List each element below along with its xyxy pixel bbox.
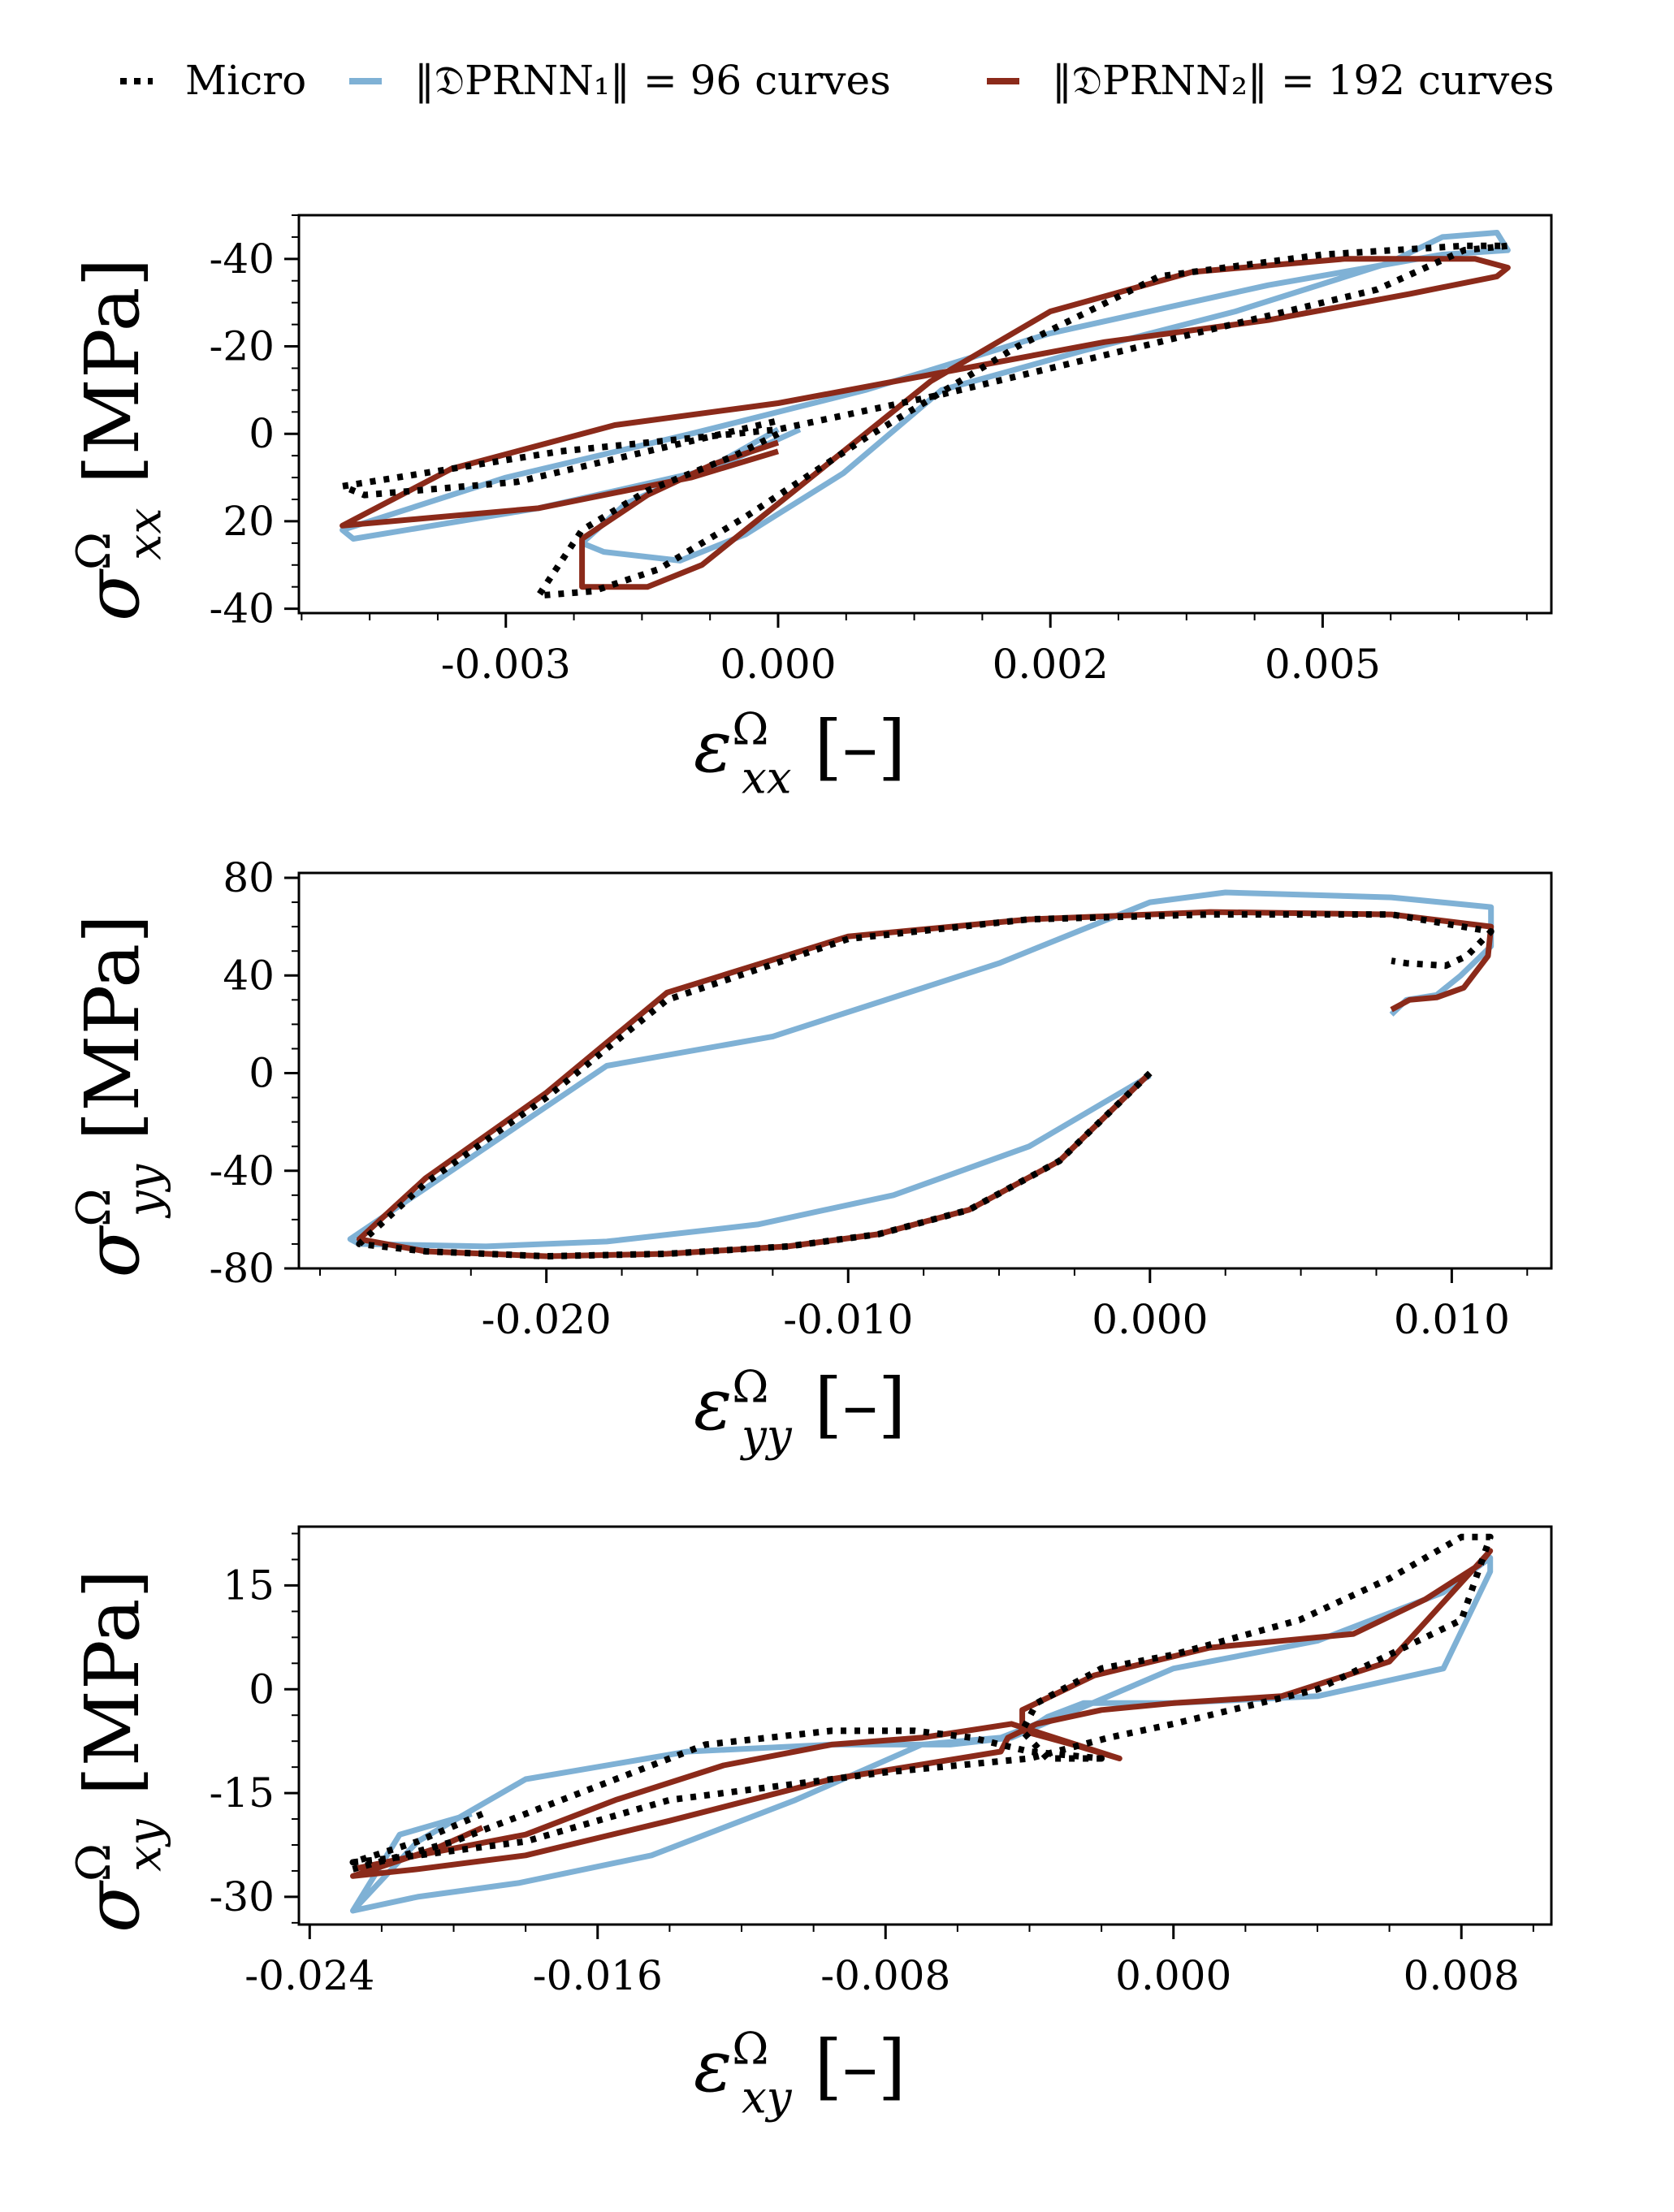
- x-tick-label: 0.000: [720, 641, 836, 688]
- x-axis-label: εΩ yy [–]: [694, 1361, 906, 1462]
- y-axis-label-group: σΩyy [MPa]: [67, 914, 172, 1277]
- y-tick-label: 15: [223, 1562, 275, 1609]
- x-tick-label: -0.003: [441, 641, 571, 688]
- x-tick-label: 0.000: [1115, 1952, 1231, 1999]
- x-tick-label: -0.008: [820, 1952, 950, 1999]
- legend-entry: ‖𝔇PRNN₁‖ = 96 curves: [349, 57, 891, 104]
- panel-xx: -0.003 0.000 0.002 0.005 -40 20 0 -20 -40 εΩ xx [–…: [67, 214, 1553, 804]
- panel-yy: -0.020 -0.010 0.000 0.010 -80 -40 0 40 80 εΩ yy [–…: [67, 854, 1553, 1462]
- y-tick-label: -80: [209, 1245, 275, 1292]
- y-tick-label: 0: [249, 1050, 275, 1097]
- plot-frame: [297, 214, 1553, 615]
- x-tick-label: 0.000: [1092, 1296, 1208, 1343]
- series-line-micro: [356, 911, 1494, 1259]
- legend-label: ‖𝔇PRNN₁‖ = 96 curves: [414, 57, 891, 104]
- plot-frame: [297, 871, 1553, 1270]
- y-tick-label: 80: [223, 854, 275, 901]
- y-tick-label: -20: [209, 323, 275, 370]
- legend-label: ‖𝔇PRNN₂‖ = 192 curves: [1052, 57, 1555, 104]
- series-line-prnn2: [356, 909, 1494, 1259]
- legend-entry: Micro: [120, 57, 306, 104]
- legend-label: Micro: [185, 57, 306, 104]
- x-axis-label: εΩ xy [–]: [694, 2023, 906, 2123]
- x-tick-label: -0.024: [244, 1952, 374, 1999]
- y-axis-label-group: σΩxx [MPa]: [67, 258, 172, 621]
- y-tick-label: -15: [209, 1769, 275, 1817]
- x-tick-label: -0.016: [533, 1952, 663, 1999]
- legend: Micro ‖𝔇PRNN₁‖ = 96 curves ‖𝔇PRNN₂‖ = 192 …: [120, 57, 1555, 104]
- y-tick-label: -40: [209, 585, 275, 633]
- x-tick-label: 0.002: [993, 641, 1109, 688]
- x-tick-label: 0.008: [1404, 1952, 1520, 1999]
- y-tick-label: -30: [209, 1873, 275, 1920]
- y-tick-label: 40: [223, 952, 275, 999]
- y-axis-label: σΩxy [MPa]: [67, 1570, 172, 1933]
- series-line-micro: [339, 242, 1512, 599]
- x-tick-label: 0.005: [1265, 641, 1381, 688]
- y-tick-label: 20: [223, 498, 275, 545]
- y-axis-label: σΩxx [MPa]: [67, 258, 172, 621]
- plot-frame: [297, 1525, 1553, 1926]
- x-tick-label: -0.010: [783, 1296, 913, 1343]
- series-line-prnn1: [347, 889, 1494, 1250]
- series-line-micro: [349, 1533, 1494, 1873]
- x-tick-label: 0.010: [1394, 1296, 1510, 1343]
- legend-entry: ‖𝔇PRNN₂‖ = 192 curves: [987, 57, 1555, 104]
- y-tick-label: 0: [249, 410, 275, 457]
- panel-xy: -0.024 -0.016 -0.008 0.000 0.008 -30 -15 0 15 εΩ x…: [67, 1525, 1553, 2123]
- x-tick-label: -0.020: [482, 1296, 612, 1343]
- y-axis-label: σΩyy [MPa]: [67, 914, 172, 1277]
- series-line-prnn2: [350, 1548, 1494, 1879]
- series-line-prnn2: [340, 256, 1511, 590]
- series-line-prnn1: [350, 1554, 1494, 1914]
- y-tick-label: -40: [209, 1147, 275, 1195]
- y-axis-label-group: σΩxy [MPa]: [67, 1570, 172, 1933]
- x-axis-label: εΩ xx [–]: [694, 703, 906, 804]
- y-tick-label: -40: [209, 235, 275, 283]
- y-tick-label: 0: [249, 1665, 275, 1713]
